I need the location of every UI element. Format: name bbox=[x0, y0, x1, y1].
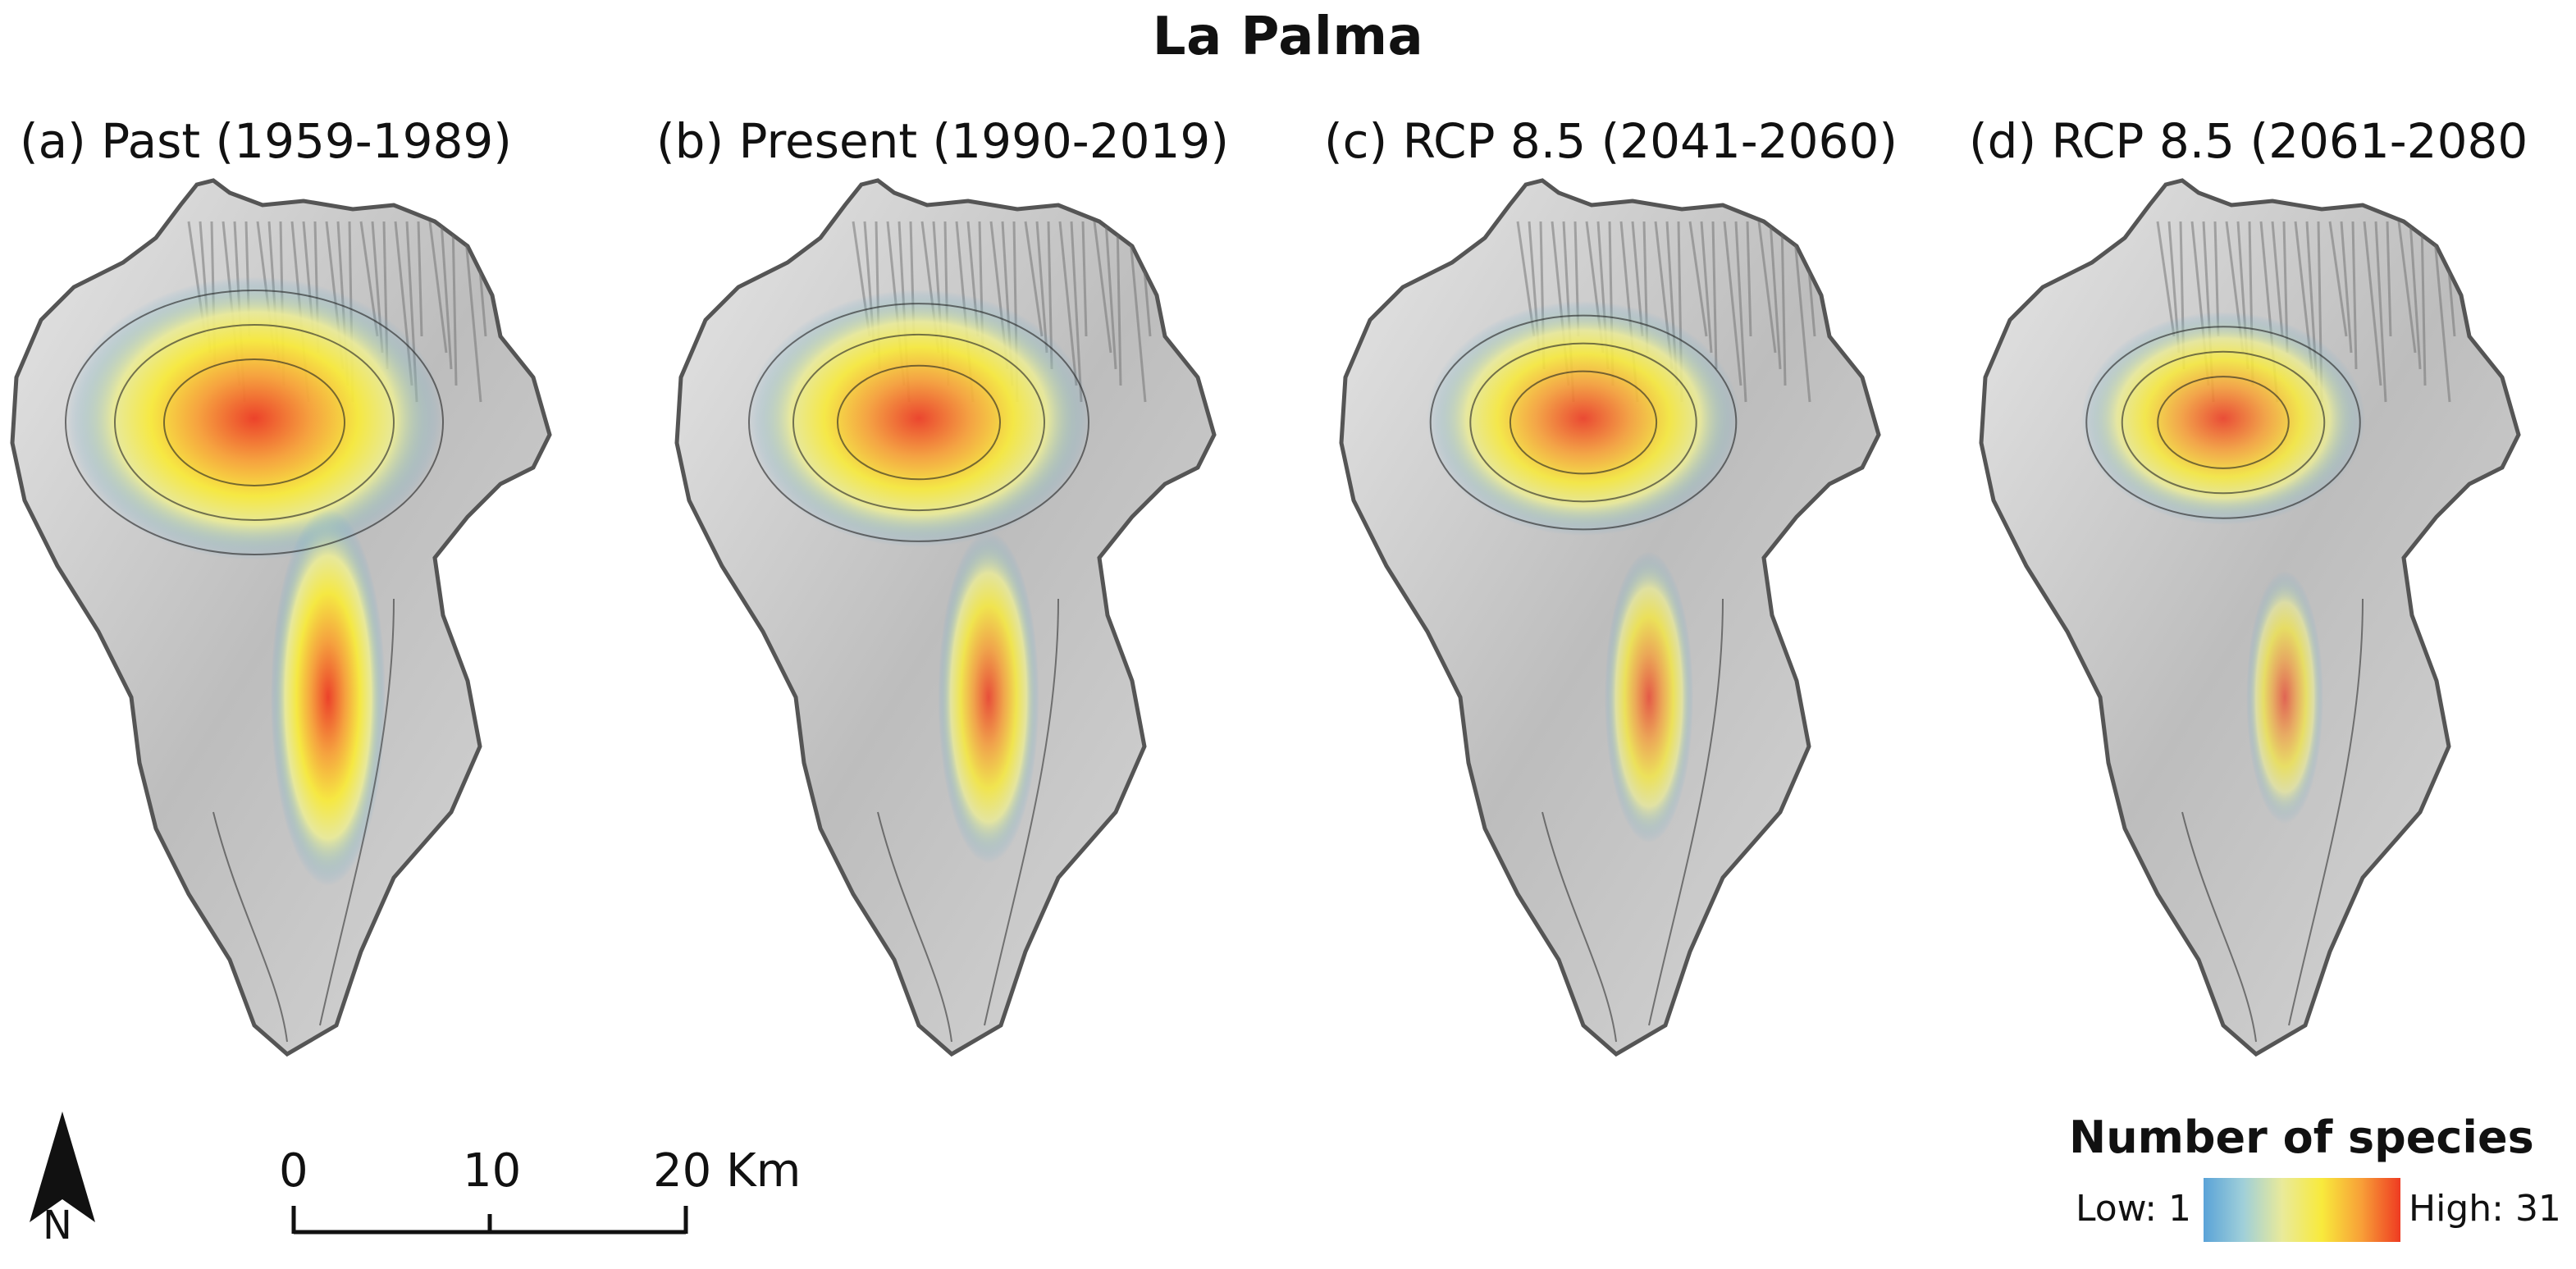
richness-hotspot-north bbox=[1427, 300, 1740, 536]
panel-label-a: (a) Past (1959-1989) bbox=[20, 113, 512, 169]
richness-hotspot-south bbox=[2246, 570, 2323, 824]
scale-tick-20: 20 Km bbox=[653, 1144, 802, 1198]
north-arrow-label: N bbox=[43, 1203, 72, 1248]
legend-high-label: High: 31 bbox=[2409, 1188, 2561, 1230]
legend-title: Number of species bbox=[2069, 1112, 2534, 1163]
richness-hotspot-south bbox=[938, 531, 1039, 864]
richness-hotspot-north bbox=[2080, 312, 2366, 525]
scale-tick-0: 0 bbox=[279, 1144, 308, 1198]
map-panel-c bbox=[1339, 178, 1881, 1057]
richness-hotspot-north bbox=[747, 290, 1091, 547]
legend-color-ramp bbox=[2204, 1178, 2400, 1242]
panel-label-b: (b) Present (1990-2019) bbox=[656, 113, 1229, 169]
figure-title: La Palma bbox=[1152, 7, 1424, 67]
richness-hotspot-north bbox=[66, 276, 443, 560]
map-panel-d bbox=[1979, 178, 2521, 1057]
island-outline bbox=[1979, 178, 2521, 1057]
richness-hotspot-south bbox=[1604, 551, 1694, 843]
panel-label-d: (d) RCP 8.5 (2061-2080 bbox=[1969, 113, 2528, 169]
scale-tick-10: 10 bbox=[463, 1144, 522, 1198]
map-panel-a bbox=[10, 178, 552, 1057]
north-arrow-icon bbox=[30, 1112, 95, 1222]
map-panel-b bbox=[674, 178, 1217, 1057]
scale-bar bbox=[291, 1206, 688, 1235]
panel-label-c: (c) RCP 8.5 (2041-2060) bbox=[1324, 113, 1898, 169]
legend-low-label: Low: 1 bbox=[2076, 1188, 2192, 1230]
richness-hotspot-south bbox=[271, 509, 386, 886]
